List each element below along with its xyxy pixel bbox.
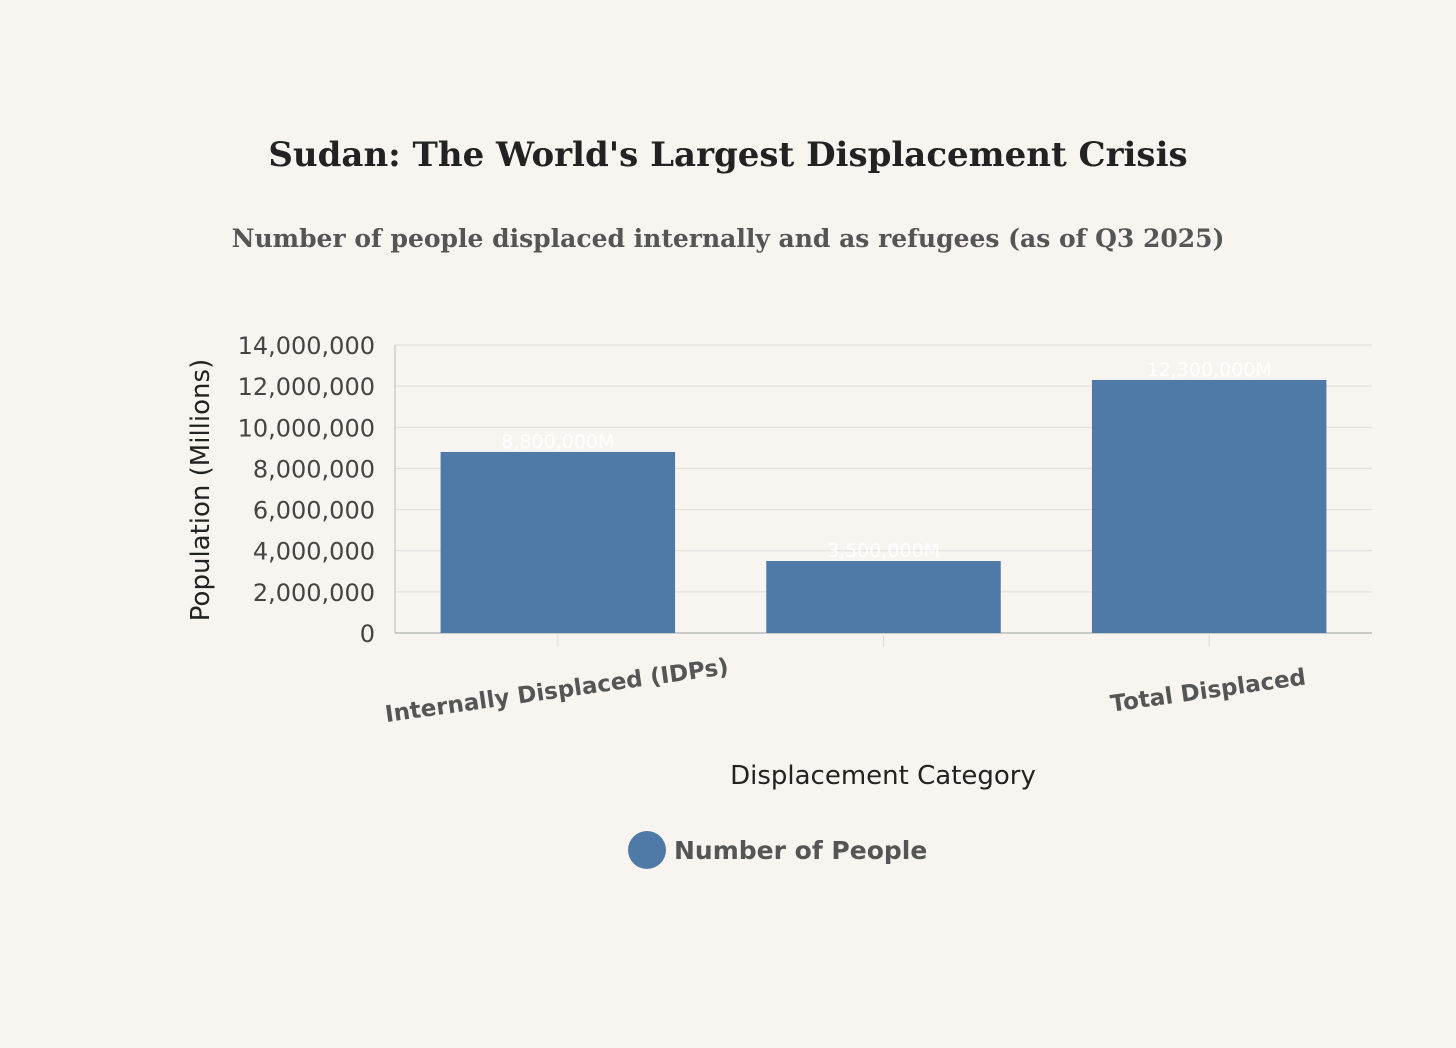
legend-label[interactable]: Number of People (674, 836, 927, 865)
y-axis-title: Population (Millions) (186, 359, 216, 621)
legend-swatch[interactable] (628, 831, 666, 869)
y-tick-label: 8,000,000 (253, 455, 375, 483)
y-tick-label: 14,000,000 (238, 332, 375, 360)
y-tick-label: 0 (360, 620, 375, 648)
data-labels: 8,800,000M 3,500,000M 12,300,000M (501, 359, 1271, 562)
y-tick-label: 4,000,000 (253, 538, 375, 566)
chart-title: Sudan: The World's Largest Displacement … (268, 135, 1187, 175)
chart-subtitle: Number of people displaced internally an… (232, 224, 1225, 253)
bars[interactable] (440, 379, 1327, 633)
y-tick-label: 10,000,000 (238, 414, 375, 442)
bar-data-label: 3,500,000M (827, 540, 940, 562)
bar[interactable] (1091, 379, 1327, 633)
y-tick-label: 6,000,000 (253, 497, 375, 525)
x-category-label: Internally Displaced (IDPs) (383, 654, 730, 728)
bar[interactable] (440, 451, 676, 633)
x-axis-categories: Internally Displaced (IDPs) Total Displac… (383, 654, 1307, 728)
x-axis-title: Displacement Category (730, 761, 1036, 791)
legend[interactable]: Number of People (628, 831, 927, 869)
y-tick-label: 2,000,000 (253, 579, 375, 607)
y-axis-ticks: 0 2,000,000 4,000,000 6,000,000 8,000,000 10,… (238, 332, 375, 648)
bar-data-label: 8,800,000M (501, 431, 614, 453)
bar[interactable] (766, 561, 1001, 633)
bar-data-label: 12,300,000M (1147, 359, 1272, 381)
y-tick-label: 12,000,000 (238, 373, 375, 401)
x-category-label: Total Displaced (1109, 664, 1308, 717)
